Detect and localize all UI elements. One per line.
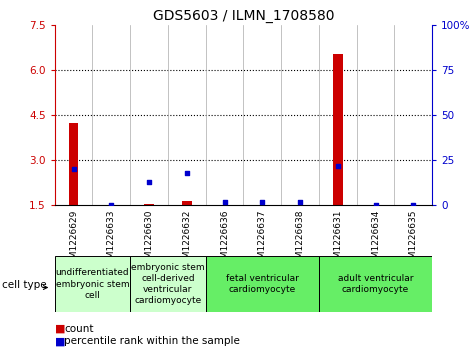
- Bar: [182, 201, 191, 205]
- Point: [296, 199, 304, 204]
- Point: [372, 202, 380, 208]
- Bar: [130, 256, 206, 312]
- Text: ■: ■: [55, 323, 65, 334]
- Bar: [69, 123, 78, 205]
- Text: ■: ■: [55, 336, 65, 346]
- Text: percentile rank within the sample: percentile rank within the sample: [64, 336, 240, 346]
- Bar: [206, 256, 319, 312]
- Point: [183, 170, 190, 176]
- Text: embryonic stem
cell-derived
ventricular
cardiomyocyte: embryonic stem cell-derived ventricular …: [131, 263, 205, 305]
- Text: count: count: [64, 323, 94, 334]
- Point: [334, 163, 342, 168]
- Bar: [144, 204, 154, 205]
- FancyArrowPatch shape: [43, 286, 48, 289]
- Point: [258, 199, 266, 204]
- Text: cell type: cell type: [2, 280, 47, 290]
- Point: [145, 179, 153, 185]
- Title: GDS5603 / ILMN_1708580: GDS5603 / ILMN_1708580: [152, 9, 334, 23]
- Point: [107, 202, 115, 208]
- Point: [70, 166, 77, 172]
- Bar: [319, 256, 432, 312]
- Bar: [333, 54, 342, 205]
- Point: [409, 202, 417, 208]
- Text: undifferentiated
embryonic stem
cell: undifferentiated embryonic stem cell: [56, 269, 129, 299]
- Point: [221, 199, 228, 204]
- Bar: [55, 256, 130, 312]
- Text: fetal ventricular
cardiomyocyte: fetal ventricular cardiomyocyte: [226, 274, 299, 294]
- Text: adult ventricular
cardiomyocyte: adult ventricular cardiomyocyte: [338, 274, 413, 294]
